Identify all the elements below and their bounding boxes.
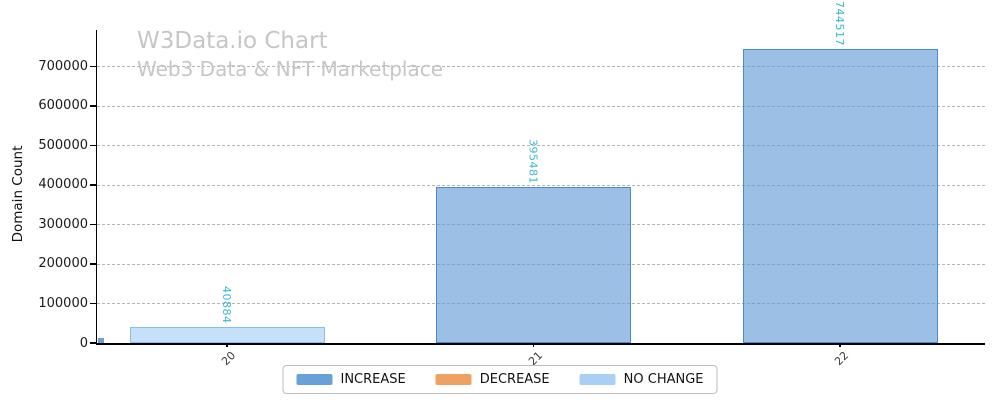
bar-21 [436,186,631,343]
y-tick-label: 400000 [38,177,88,193]
clipped-tiny-bar [97,338,104,343]
gridline [97,184,985,186]
x-tick-label: 20 [219,349,239,369]
y-tick-mark [90,302,97,305]
y-tick-label: 300000 [38,216,88,232]
legend-swatch [435,374,472,385]
legend-item-no-change: NO CHANGE [579,372,704,387]
legend-swatch [579,374,616,385]
y-tick-label: 500000 [38,137,88,153]
y-tick-mark [90,65,97,68]
y-tick-label: 0 [79,335,88,351]
y-tick-label: 700000 [38,58,88,74]
y-axis-title: Domain Count [10,145,26,243]
gridline [97,105,985,107]
x-tick-label: 22 [832,349,852,369]
bar-22 [742,48,938,343]
y-tick-mark [90,342,97,344]
x-tick-mark [839,343,841,347]
y-tick-mark [90,105,97,107]
legend-item-decrease: DECREASE [435,372,550,387]
legend-swatch [296,374,333,385]
legend: INCREASE DECREASE NO CHANGE [282,365,718,394]
chart-title: W3Data.io Chart [137,28,328,54]
bar-20 [129,326,325,343]
legend-label: INCREASE [340,372,406,387]
legend-label: NO CHANGE [623,372,704,387]
gridline [97,145,985,147]
legend-item-increase: INCREASE [296,372,406,387]
legend-label: DECREASE [479,372,550,387]
y-tick-mark [90,144,97,147]
y-tick-mark [90,184,97,186]
plot-area: 40884 395481 744517 [96,1,985,345]
x-axis-line [96,342,985,345]
title-block: W3Data.io Chart Web3 Data & NFT Marketpl… [137,27,443,83]
x-tick-mark [532,343,535,347]
y-tick-mark [90,223,97,226]
y-axis-line [96,30,98,343]
y-tick-label: 600000 [38,98,88,114]
x-tick-mark [226,343,228,347]
chart-subtitle: Web3 Data & NFT Marketplace [137,57,443,81]
y-tick-label: 200000 [38,256,88,272]
gridline [97,66,985,68]
y-tick-mark [90,263,97,265]
bar-value-label: 40884 [220,286,233,324]
bar-value-label: 395481 [526,138,540,184]
y-tick-label: 100000 [38,295,88,311]
bar-value-label: 744517 [833,0,846,46]
